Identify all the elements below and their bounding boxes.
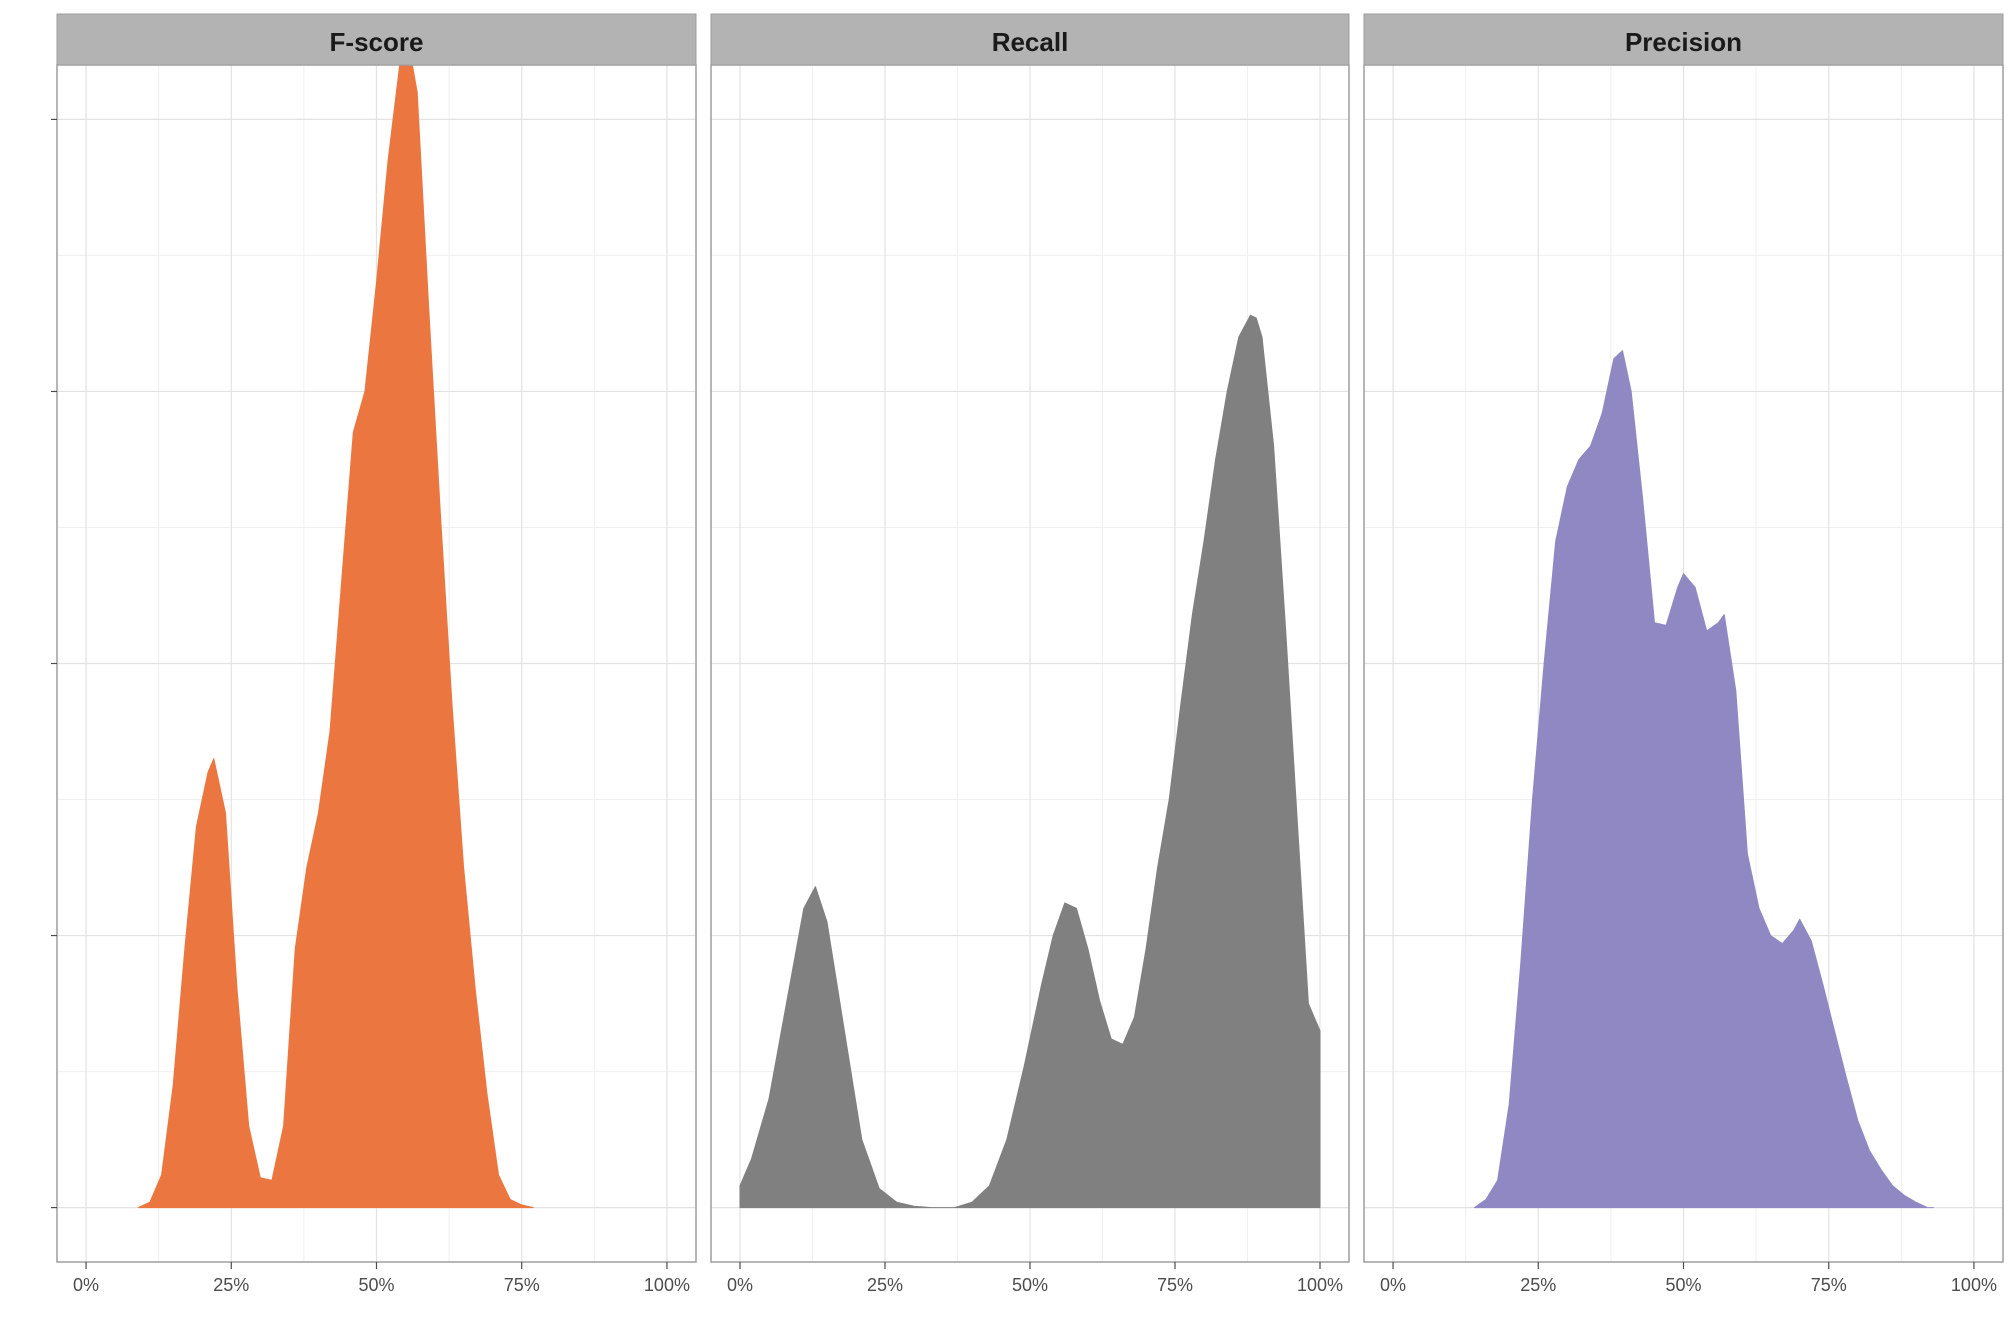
x-tick-label: 25% <box>213 1275 249 1295</box>
facet-panel-0: F-score 0% 25% 50% 75% 100% <box>51 13 697 1295</box>
x-tick-label: 50% <box>1012 1275 1048 1295</box>
x-tick-label: 100% <box>1951 1275 1997 1295</box>
x-tick-label: 100% <box>1297 1275 1343 1295</box>
facet-panel-2: Precision 0% 25% 50% 75% 100% <box>1363 13 2004 1295</box>
x-tick-label: 0% <box>73 1275 99 1295</box>
facet-panel-1: Recall 0% 25% 50% 75% 100% <box>710 13 1350 1295</box>
x-tick-label: 0% <box>727 1275 753 1295</box>
facet-strip <box>56 13 697 66</box>
density-area <box>1473 350 1934 1209</box>
density-area <box>137 42 534 1209</box>
x-tick-label: 25% <box>867 1275 903 1295</box>
facet-strip <box>1363 13 2004 66</box>
x-tick-label: 75% <box>1811 1275 1847 1295</box>
x-tick-label: 50% <box>1665 1275 1701 1295</box>
x-tick-label: 25% <box>1520 1275 1556 1295</box>
facet-title: Precision <box>1625 27 1742 57</box>
x-tick-label: 100% <box>644 1275 690 1295</box>
facet-title: Recall <box>992 27 1069 57</box>
density-area <box>739 314 1321 1209</box>
x-tick-label: 50% <box>358 1275 394 1295</box>
facet-title: F-score <box>330 27 424 57</box>
x-tick-label: 0% <box>1380 1275 1406 1295</box>
x-tick-label: 75% <box>504 1275 540 1295</box>
x-tick-label: 75% <box>1157 1275 1193 1295</box>
facet-strip <box>710 13 1350 66</box>
